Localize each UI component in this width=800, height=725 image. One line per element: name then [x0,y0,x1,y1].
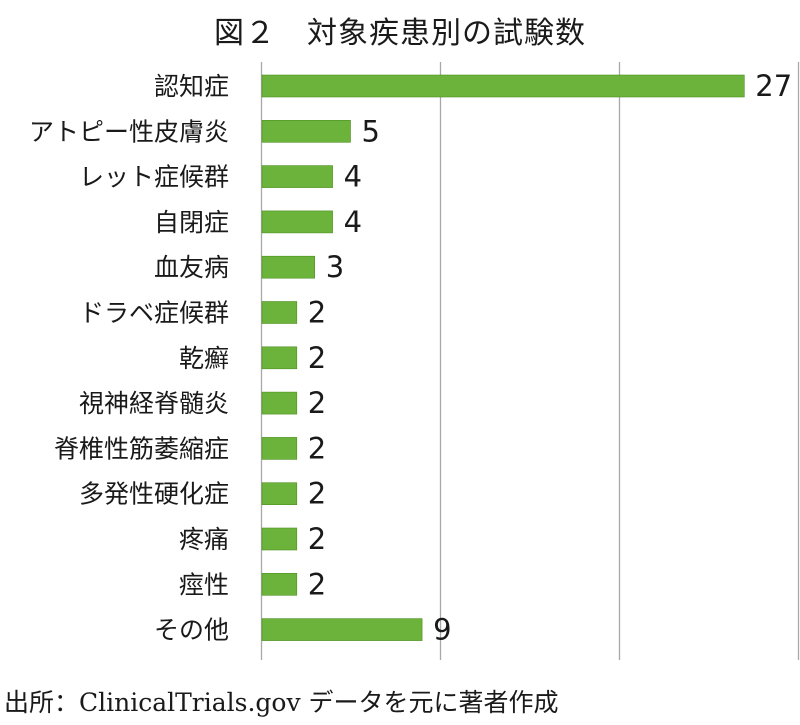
category-label: ドラベ症候群 [79,299,229,328]
data-label: 2 [308,341,326,375]
category-label: 乾癬 [179,344,229,373]
data-label: 2 [308,296,326,330]
category-label: アトピー性皮膚炎 [29,117,229,146]
gridlines [260,62,800,660]
data-label: 3 [326,250,344,284]
bar-5 [261,301,298,324]
source-note: 出所：ClinicalTrials.gov データを元に著者作成 [4,688,559,717]
chart-title: 図２ 対象疾患別の試験数 [214,16,586,51]
bar-7 [261,391,298,415]
category-label: 多発性硬化症 [79,480,229,509]
bar-chart: 認知症アトピー性皮膚炎レット症候群自閉症血友病ドラベ症候群乾癬視神経脊髄炎脊椎性… [29,62,800,660]
bar-4 [261,255,316,279]
data-label: 4 [344,160,362,194]
data-label: 4 [344,205,362,239]
data-label: 27 [755,69,792,103]
category-label: 痙性 [179,570,229,599]
bar-2 [261,165,333,188]
bar-8 [261,437,298,460]
category-label: 視神経脊髄炎 [79,389,229,418]
category-label: 認知症 [154,72,229,101]
data-label: 2 [308,431,326,465]
data-label: 2 [308,567,326,601]
data-label: 2 [308,522,326,556]
category-label: 自閉症 [154,208,229,237]
bar-10 [261,527,298,551]
data-label: 9 [433,613,451,647]
bar-3 [261,210,333,234]
category-label: 疼痛 [179,525,229,554]
category-labels: 認知症アトピー性皮膚炎レット症候群自閉症血友病ドラベ症候群乾癬視神経脊髄炎脊椎性… [29,72,229,645]
bar-1 [261,120,351,143]
category-label: その他 [154,616,229,645]
category-label: 脊椎性筋萎縮症 [54,434,229,463]
data-label: 5 [362,114,380,148]
data-label: 2 [308,386,326,420]
bar-6 [261,346,298,370]
bar-11 [261,572,298,596]
data-label: 2 [308,477,326,511]
bar-12 [261,618,423,641]
category-label: 血友病 [154,253,229,282]
bar-9 [261,482,298,506]
category-label: レット症候群 [79,163,229,192]
bars [261,74,745,641]
bar-0 [261,74,745,98]
